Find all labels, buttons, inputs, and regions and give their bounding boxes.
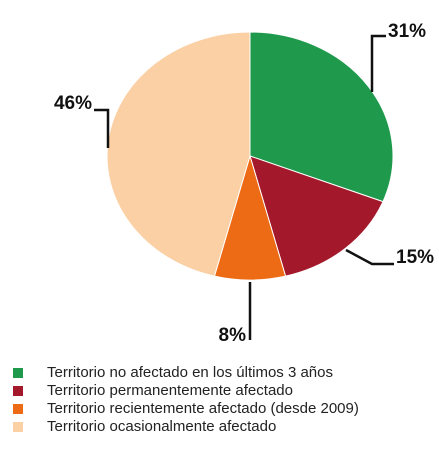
legend-label: Territorio permanentemente afectado bbox=[47, 382, 293, 399]
legend-label: Territorio recientemente afectado (desde… bbox=[47, 400, 359, 417]
leader-line bbox=[94, 108, 110, 148]
legend-swatch bbox=[13, 404, 23, 414]
pie-slice bbox=[249, 155, 384, 277]
pie bbox=[106, 31, 394, 281]
leader-line bbox=[345, 248, 394, 266]
data-label: 8% bbox=[219, 325, 247, 346]
pie-slice bbox=[249, 31, 394, 203]
legend-swatch bbox=[13, 386, 23, 396]
legend-label: Territorio ocasionalmente afectado bbox=[47, 418, 276, 435]
data-label: 46% bbox=[54, 93, 92, 114]
data-label: 15% bbox=[396, 247, 434, 268]
data-label: 31% bbox=[388, 21, 426, 42]
leader-line bbox=[370, 34, 386, 92]
legend-swatch bbox=[13, 368, 23, 378]
legend-swatch bbox=[13, 422, 23, 432]
legend-label: Territorio no afectado en los últimos 3 … bbox=[47, 364, 333, 381]
